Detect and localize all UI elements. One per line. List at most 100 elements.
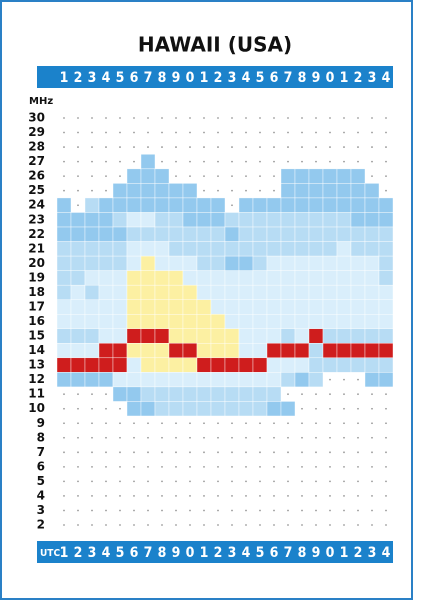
empty-cell-dot xyxy=(231,509,233,512)
cell xyxy=(322,183,338,199)
empty-cell-dot xyxy=(217,175,219,178)
mhz-label: 28 xyxy=(28,140,45,154)
mhz-label: 9 xyxy=(37,416,45,430)
cell xyxy=(280,401,296,417)
mhz-label: 23 xyxy=(28,212,45,226)
cell xyxy=(112,284,128,300)
cell xyxy=(210,284,226,300)
cell xyxy=(238,212,254,228)
cell xyxy=(210,197,226,213)
cell xyxy=(294,314,310,329)
cell xyxy=(308,270,324,286)
cell xyxy=(252,226,268,242)
empty-cell-dot xyxy=(119,175,121,178)
empty-cell-dot xyxy=(371,175,373,178)
cell xyxy=(112,343,128,359)
empty-cell-dot xyxy=(357,480,359,483)
cell xyxy=(294,270,310,286)
cell xyxy=(294,284,310,300)
cell xyxy=(378,357,394,373)
cell xyxy=(154,314,170,329)
cell xyxy=(224,241,240,257)
cell xyxy=(70,372,86,388)
empty-cell-dot xyxy=(147,509,149,512)
mhz-label: 5 xyxy=(37,474,45,488)
empty-cell-dot xyxy=(385,509,387,512)
top-hour-bar xyxy=(37,66,393,88)
empty-cell-dot xyxy=(301,160,303,163)
cell xyxy=(336,241,352,257)
empty-cell-dot xyxy=(91,393,93,396)
cell xyxy=(182,226,198,242)
empty-cell-dot xyxy=(315,407,317,410)
cell xyxy=(56,284,72,300)
empty-cell-dot xyxy=(329,465,331,468)
empty-cell-dot xyxy=(189,146,191,148)
cell xyxy=(56,328,72,344)
empty-cell-dot xyxy=(287,160,289,163)
cell xyxy=(182,212,198,228)
empty-cell-dot xyxy=(343,146,345,148)
cell xyxy=(266,241,282,257)
cell xyxy=(308,183,324,199)
cell xyxy=(238,241,254,257)
empty-cell-dot xyxy=(385,146,387,148)
cell xyxy=(364,197,380,213)
cell xyxy=(364,241,380,257)
empty-cell-dot xyxy=(287,465,289,468)
empty-cell-dot xyxy=(161,131,163,134)
cell xyxy=(140,197,156,213)
cell xyxy=(336,270,352,286)
cell xyxy=(140,386,156,402)
cell xyxy=(56,241,72,257)
empty-cell-dot xyxy=(203,436,205,439)
cell xyxy=(266,197,282,213)
empty-cell-dot xyxy=(385,480,387,483)
empty-cell-dot xyxy=(217,480,219,483)
empty-cell-dot xyxy=(105,146,107,148)
cell xyxy=(350,270,366,286)
empty-cell-dot xyxy=(133,160,135,163)
cell xyxy=(84,284,100,300)
empty-cell-dot xyxy=(259,436,261,439)
cell xyxy=(112,386,128,402)
cell xyxy=(84,241,100,257)
cell xyxy=(154,212,170,228)
empty-cell-dot xyxy=(105,160,107,163)
empty-cell-dot xyxy=(63,189,65,192)
hour-label-top: 7 xyxy=(144,70,153,86)
cell xyxy=(238,314,254,329)
empty-cell-dot xyxy=(231,480,233,483)
cell xyxy=(182,284,198,300)
cell xyxy=(350,284,366,300)
mhz-label: 21 xyxy=(28,241,45,255)
empty-cell-dot xyxy=(385,422,387,425)
empty-cell-dot xyxy=(147,146,149,148)
mhz-label: 12 xyxy=(28,372,45,386)
hour-label-top: 1 xyxy=(60,70,69,86)
cell xyxy=(126,401,142,417)
cell xyxy=(378,372,394,388)
empty-cell-dot xyxy=(329,131,331,134)
cell xyxy=(98,241,114,257)
empty-cell-dot xyxy=(385,189,387,192)
cell xyxy=(168,255,184,271)
cell xyxy=(210,241,226,257)
empty-cell-dot xyxy=(343,117,345,119)
empty-cell-dot xyxy=(301,436,303,439)
cell xyxy=(182,343,198,359)
empty-cell-dot xyxy=(315,131,317,134)
empty-cell-dot xyxy=(231,436,233,439)
empty-cell-dot xyxy=(371,422,373,425)
mhz-label: 15 xyxy=(28,329,45,343)
cell xyxy=(308,226,324,242)
empty-cell-dot xyxy=(147,524,149,526)
empty-cell-dot xyxy=(161,524,163,526)
cell xyxy=(378,328,394,344)
hour-label-top: 1 xyxy=(200,70,209,86)
cell xyxy=(336,183,352,199)
cell xyxy=(56,372,72,388)
hour-label-bottom: 7 xyxy=(144,545,153,561)
empty-cell-dot xyxy=(203,451,205,454)
cell xyxy=(364,226,380,242)
